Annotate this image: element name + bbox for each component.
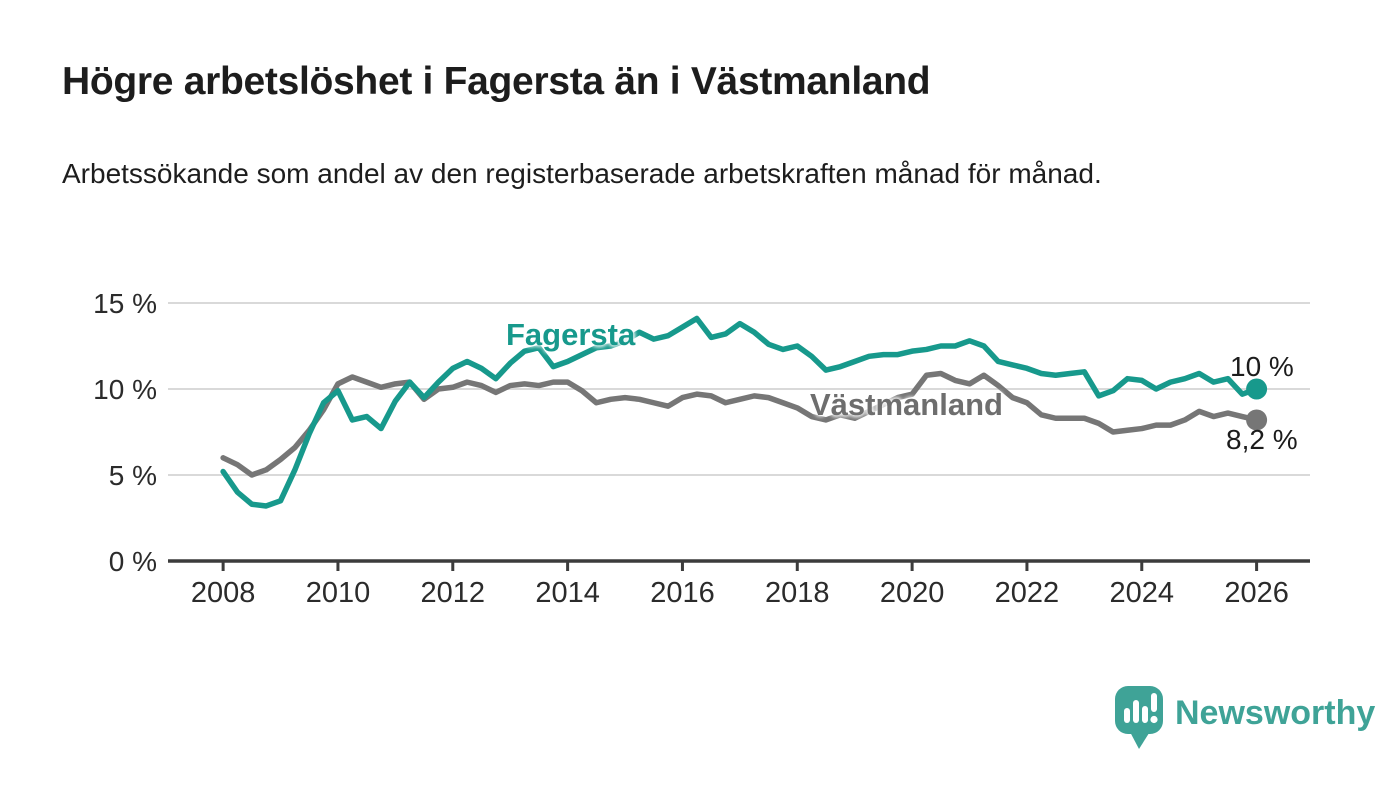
y-tick-label: 0 % — [109, 546, 157, 577]
end-value-vastmanland: 8,2 % — [1226, 424, 1298, 455]
x-tick-label: 2008 — [191, 577, 256, 609]
x-tick-label: 2018 — [765, 577, 830, 609]
y-tick-label: 10 % — [93, 374, 157, 405]
series-line-fagersta — [220, 315, 1260, 509]
end-value-fagersta: 10 % — [1230, 351, 1294, 382]
y-tick-label: 15 % — [93, 288, 157, 319]
x-tick-label: 2012 — [421, 577, 486, 609]
x-tick-label: 2016 — [650, 577, 715, 609]
brand-name: Newsworthy — [1175, 694, 1375, 732]
series-label-vastmanland: Västmanland — [810, 387, 1003, 422]
x-tick-label: 2010 — [306, 577, 371, 609]
x-tick-label: 2026 — [1224, 577, 1289, 609]
x-tick-label: 2020 — [880, 577, 945, 609]
y-tick-label: 5 % — [109, 460, 157, 491]
chart-subtitle: Arbetssökande som andel av den registerb… — [62, 158, 1102, 189]
x-tick-label: 2024 — [1110, 577, 1175, 609]
end-dot-västmanland — [1246, 409, 1268, 431]
newsworthy-logo: Newsworthy — [1115, 686, 1375, 749]
x-tick-label: 2022 — [995, 577, 1060, 609]
speech-bubble-bar-chart-icon — [1115, 686, 1163, 749]
x-tick-label: 2014 — [535, 577, 600, 609]
end-dot-fagersta — [1246, 378, 1268, 400]
series-label-fagersta: Fagersta — [506, 317, 636, 352]
series-line-västmanland — [220, 370, 1260, 478]
page-title: Högre arbetslöshet i Fagersta än i Västm… — [62, 60, 931, 103]
